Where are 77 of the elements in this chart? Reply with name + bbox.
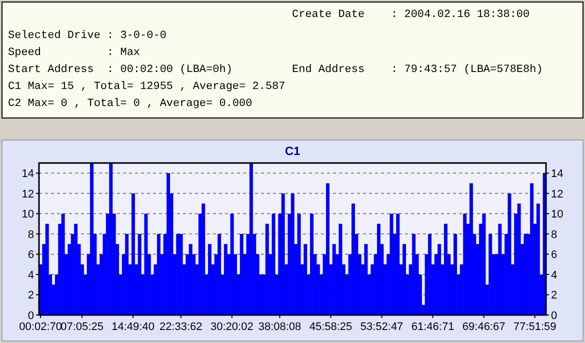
y2-tick-label: 0 <box>551 310 558 322</box>
bar <box>90 163 94 315</box>
bar <box>498 224 502 315</box>
x-tick-label: 38:08:08 <box>258 321 302 333</box>
bar <box>438 244 442 315</box>
text: C1 Max= 15 , Total= 12955 , Average= 2.587 <box>8 81 286 93</box>
y-tick-label: 14 <box>22 168 34 180</box>
x-tick-label: 77:51:59 <box>513 321 556 333</box>
bar <box>463 214 467 315</box>
bar <box>125 234 129 315</box>
bar <box>412 234 416 315</box>
text: Start Address : 00:02:00 (LBA=0h) <box>8 64 232 76</box>
text: C2 Max= 0 , Total= 0 , Average= 0.000 <box>8 98 252 110</box>
bar <box>131 193 135 315</box>
bar <box>310 214 314 315</box>
bar <box>351 204 355 315</box>
bar <box>338 224 342 315</box>
bar <box>482 214 486 315</box>
bar <box>281 193 285 315</box>
y-tick-label: 2 <box>28 290 34 302</box>
bar <box>272 214 276 315</box>
y2-tick-label: 2 <box>551 290 558 302</box>
y2-tick-label: 12 <box>551 188 564 200</box>
bar <box>469 183 473 315</box>
bar <box>530 183 534 315</box>
bar <box>218 234 222 315</box>
x-tick-label: 45:58:25 <box>309 321 352 333</box>
bar <box>454 234 458 315</box>
chart-title: C1 <box>284 144 300 158</box>
bar <box>138 234 142 315</box>
text: Selected Drive : 3-0-0-0 <box>8 30 166 42</box>
bar <box>297 214 301 315</box>
x-tick-label: 30:20:02 <box>210 321 254 333</box>
bar <box>304 244 308 315</box>
bar <box>428 234 432 315</box>
bar <box>230 214 234 315</box>
x-tick-label: 14:49:40 <box>112 321 154 333</box>
x-tick-label: 07:05:25 <box>60 321 104 333</box>
bar <box>517 204 521 315</box>
bar <box>396 214 400 315</box>
y-tick-label: 6 <box>28 249 34 262</box>
bar <box>402 244 406 315</box>
bar <box>109 163 113 315</box>
y-tick-label: 8 <box>28 228 34 241</box>
bar <box>208 244 212 315</box>
x-tick-label: 53:52:47 <box>360 321 404 333</box>
bar <box>364 244 368 315</box>
text: End Address : 79:43:57 (LBA=578E8h) <box>292 64 543 76</box>
bar <box>179 234 183 315</box>
y2-tick-label: 4 <box>551 269 558 282</box>
bar <box>265 224 269 315</box>
bar <box>508 193 512 315</box>
x-tick-label: 00:02:70 <box>19 321 62 333</box>
bar <box>176 234 180 315</box>
bar <box>61 214 65 315</box>
bar <box>326 183 330 315</box>
bar <box>249 163 253 315</box>
y2-tick-label: 14 <box>551 168 564 180</box>
bar <box>290 193 294 315</box>
y2-tick-label: 6 <box>551 249 558 262</box>
y-tick-label: 0 <box>28 310 34 322</box>
y2-tick-label: 10 <box>551 208 564 221</box>
bar <box>45 224 49 315</box>
bar <box>488 234 492 315</box>
x-tick-label: 22:33:62 <box>159 321 202 333</box>
y-tick-label: 12 <box>22 188 34 200</box>
y2-tick-label: 8 <box>551 228 558 241</box>
text: Speed : Max <box>8 47 140 59</box>
bar <box>444 224 448 315</box>
bar <box>144 214 148 315</box>
text: Create Date : 2004.02.16 18:38:00 <box>292 9 530 21</box>
x-tick-label: 69:46:67 <box>462 321 506 333</box>
bar <box>536 204 540 315</box>
y-tick-label: 10 <box>22 208 34 221</box>
x-tick-label: 61:46:71 <box>411 321 454 333</box>
y-tick-label: 4 <box>28 269 34 282</box>
bar <box>202 204 206 315</box>
